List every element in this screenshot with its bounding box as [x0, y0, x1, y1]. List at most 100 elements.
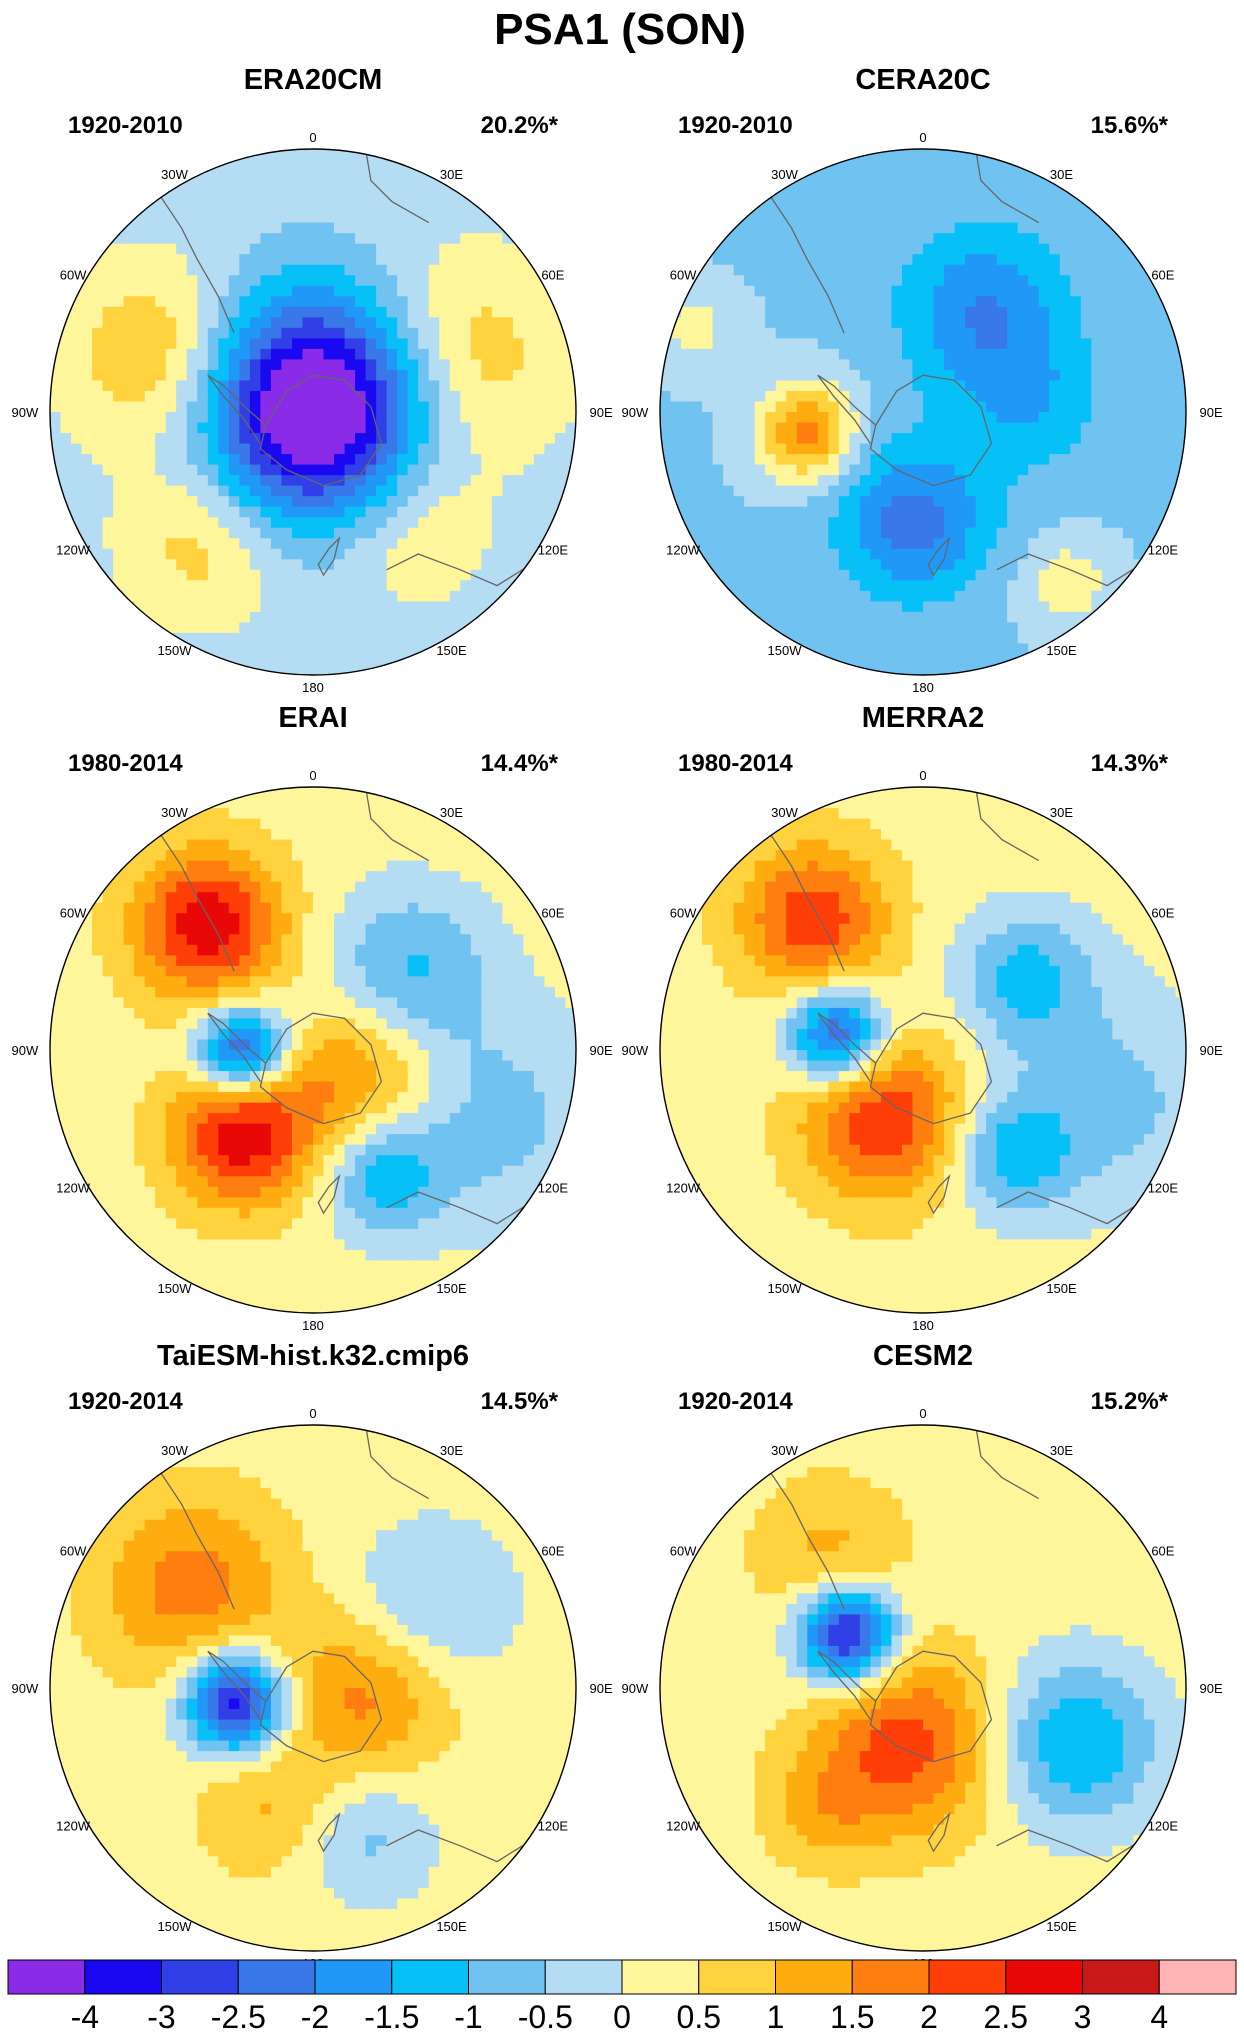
field-cell — [796, 506, 808, 518]
field-cell — [975, 548, 987, 560]
field-cell — [733, 538, 745, 550]
field-cell — [1049, 569, 1061, 581]
field-cell — [323, 475, 335, 487]
field-cell — [1038, 454, 1050, 466]
field-cell — [923, 422, 935, 434]
field-cell — [134, 433, 146, 445]
field-cell — [71, 1102, 83, 1114]
field-cell — [901, 580, 914, 592]
field-cell — [754, 590, 766, 602]
field-cell — [460, 359, 472, 371]
field-cell — [838, 496, 850, 508]
field-cell — [313, 296, 325, 308]
field-cell — [891, 149, 903, 161]
field-cell — [291, 254, 304, 266]
field-cell — [733, 485, 745, 497]
field-cell — [1133, 401, 1145, 413]
field-cell — [460, 264, 472, 276]
field-cell — [996, 632, 1008, 645]
field-cell — [754, 538, 766, 550]
field-cell — [1080, 590, 1092, 602]
field-cell — [702, 401, 714, 413]
field-cell — [144, 433, 156, 445]
field-cell — [723, 317, 735, 329]
field-cell — [228, 839, 240, 851]
field-cell — [712, 369, 724, 382]
field-cell — [50, 1092, 62, 1104]
field-cell — [859, 380, 871, 392]
field-cell — [228, 433, 240, 445]
field-cell — [239, 1291, 251, 1304]
field-cell — [207, 496, 219, 508]
field-cell — [197, 422, 209, 434]
field-cell — [344, 506, 356, 518]
field-cell — [912, 601, 924, 613]
field-cell — [92, 401, 104, 413]
field-cell — [291, 485, 304, 497]
field-cell — [155, 1071, 167, 1083]
field-cell — [207, 997, 219, 1009]
field-cell — [1112, 348, 1124, 360]
field-cell — [71, 296, 83, 308]
field-cell — [186, 275, 198, 287]
field-cell — [102, 1028, 114, 1041]
field-cell — [313, 254, 325, 266]
field-cell — [102, 496, 114, 508]
field-cell — [260, 454, 272, 466]
field-cell — [291, 170, 304, 182]
field-cell — [186, 601, 198, 613]
field-cell — [281, 390, 293, 403]
field-cell — [1038, 590, 1050, 602]
field-cell — [134, 881, 146, 893]
field-cell — [1101, 243, 1113, 255]
field-cell — [723, 422, 735, 434]
field-cell — [933, 285, 945, 297]
field-cell — [239, 601, 251, 613]
field-cell — [134, 422, 146, 434]
field-cell — [1038, 611, 1050, 623]
field-cell — [1070, 580, 1082, 592]
field-cell — [386, 496, 398, 508]
field-cell — [207, 871, 219, 883]
field-cell — [428, 180, 440, 192]
field-cell — [165, 955, 177, 967]
field-cell — [849, 632, 861, 645]
field-cell — [144, 412, 156, 424]
field-cell — [670, 464, 682, 476]
field-cell — [207, 881, 219, 893]
field-cell — [786, 348, 798, 360]
field-cell — [176, 1071, 188, 1083]
field-cell — [239, 934, 251, 946]
field-cell — [1007, 243, 1019, 255]
field-cell — [281, 611, 293, 623]
field-cell — [817, 464, 829, 476]
field-cell — [470, 306, 482, 318]
field-cell — [123, 1113, 135, 1125]
field-cell — [901, 201, 914, 213]
field-cell — [712, 527, 724, 539]
field-cell — [165, 590, 177, 602]
field-cell — [744, 338, 756, 350]
lon-label: 30W — [771, 167, 798, 182]
field-cell — [691, 475, 703, 487]
field-cell — [1143, 422, 1156, 434]
field-cell — [113, 997, 125, 1009]
field-cell — [376, 359, 388, 371]
field-cell — [481, 233, 493, 245]
field-cell — [996, 653, 1008, 666]
field-cell — [870, 390, 882, 403]
field-cell — [207, 170, 219, 182]
field-cell — [134, 412, 146, 424]
field-cell — [923, 590, 935, 602]
field-cell — [512, 422, 524, 434]
field-cell — [1143, 401, 1156, 413]
field-cell — [176, 965, 188, 977]
field-cell — [186, 212, 198, 224]
field-cell — [901, 296, 914, 308]
field-cell — [397, 285, 409, 297]
field-cell — [344, 496, 356, 508]
field-cell — [817, 475, 829, 487]
field-cell — [291, 149, 304, 161]
field-cell — [313, 201, 325, 213]
field-cell — [891, 433, 903, 445]
